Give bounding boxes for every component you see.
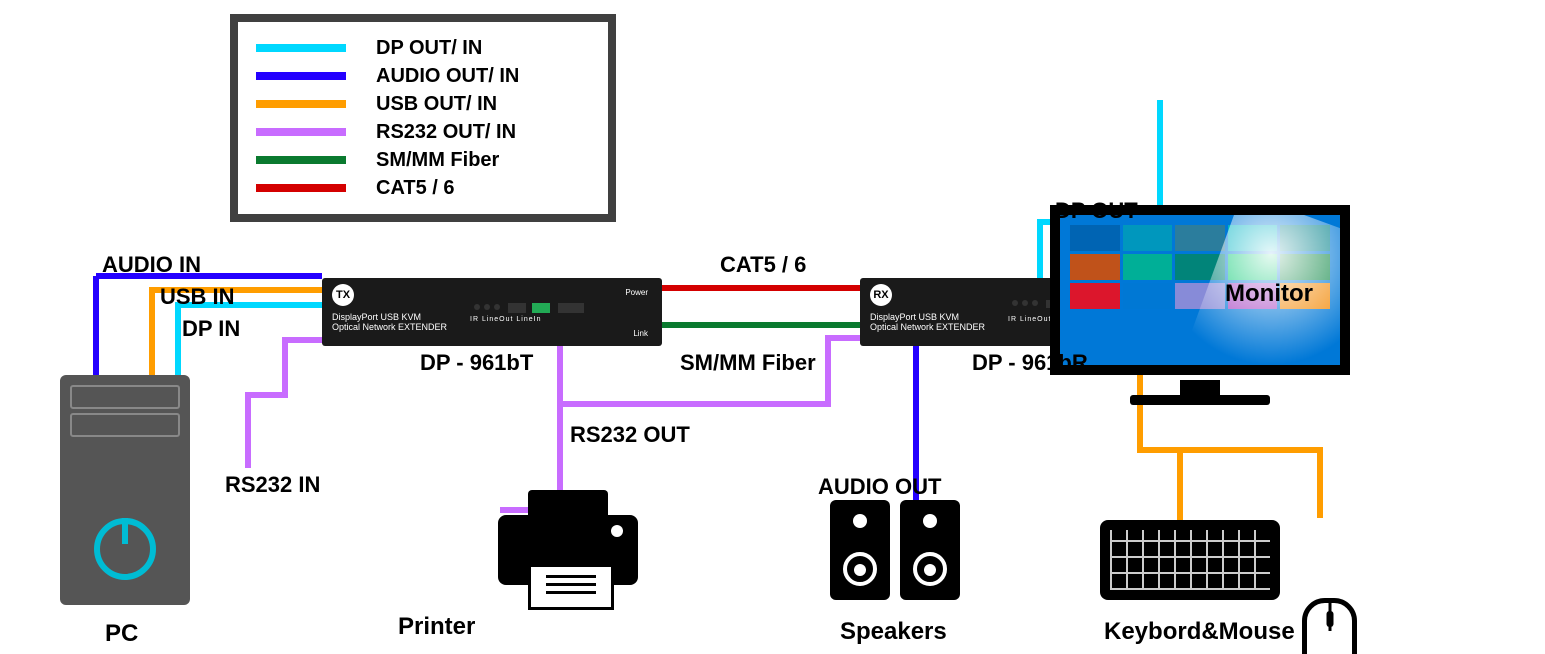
label-fiber: SM/MM Fiber	[680, 350, 816, 376]
legend-row-usb: USB OUT/ IN	[256, 90, 590, 118]
label-rs232_out: RS232 OUT	[570, 422, 690, 448]
legend-row-fiber: SM/MM Fiber	[256, 146, 590, 174]
label-cat: CAT5 / 6	[720, 252, 806, 278]
rx-title2: Optical Network EXTENDER	[870, 322, 985, 332]
monitor-tile	[1070, 254, 1120, 280]
device-tx: TX DisplayPort USB KVM Optical Network E…	[322, 278, 662, 346]
legend-swatch	[256, 128, 346, 136]
legend-swatch	[256, 72, 346, 80]
monitor-tile	[1123, 225, 1173, 251]
label-kbm: Keybord&Mouse	[1104, 618, 1295, 646]
wire	[248, 340, 322, 468]
monitor-tile	[1175, 225, 1225, 251]
monitor-tile	[1070, 283, 1120, 309]
legend: DP OUT/ IN AUDIO OUT/ IN USB OUT/ IN RS232 …	[230, 14, 616, 222]
legend-label: RS232 OUT/ IN	[376, 121, 516, 144]
printer-icon	[498, 490, 638, 610]
speakers-icon	[830, 500, 960, 600]
label-audio_out: AUDIO OUT	[818, 474, 941, 500]
tx-title1: DisplayPort USB KVM	[332, 312, 421, 322]
legend-label: SM/MM Fiber	[376, 149, 499, 172]
label-usb_in: USB IN	[160, 284, 235, 310]
legend-label: USB OUT/ IN	[376, 93, 497, 116]
label-dp_out: DP OUT	[1055, 198, 1138, 224]
monitor-tile	[1123, 283, 1173, 309]
legend-swatch	[256, 156, 346, 164]
label-monitor: Monitor	[1225, 280, 1313, 308]
monitor-tile	[1123, 254, 1173, 280]
rx-title1: DisplayPort USB KVM	[870, 312, 959, 322]
label-rs232_in: RS232 IN	[225, 472, 320, 498]
label-pc: PC	[105, 620, 138, 648]
legend-label: DP OUT/ IN	[376, 37, 482, 60]
label-tx_model: DP - 961bT	[420, 350, 533, 376]
legend-swatch	[256, 44, 346, 52]
legend-row-rs232: RS232 OUT/ IN	[256, 118, 590, 146]
legend-label: CAT5 / 6	[376, 177, 455, 200]
legend-row-audio: AUDIO OUT/ IN	[256, 62, 590, 90]
label-rx_model: DP - 961bR	[972, 350, 1088, 376]
label-dp_in: DP IN	[182, 316, 240, 342]
tx-badge: TX	[332, 284, 354, 306]
wire	[1180, 450, 1320, 518]
label-speakers: Speakers	[840, 618, 947, 646]
legend-label: AUDIO OUT/ IN	[376, 65, 519, 88]
monitor-tile	[1070, 225, 1120, 251]
keyboard-icon	[1100, 520, 1280, 600]
tx-title2: Optical Network EXTENDER	[332, 322, 447, 332]
legend-row-cat: CAT5 / 6	[256, 174, 590, 202]
legend-swatch	[256, 184, 346, 192]
pc-icon	[60, 375, 190, 605]
legend-swatch	[256, 100, 346, 108]
rx-badge: RX	[870, 284, 892, 306]
mouse-icon	[1302, 598, 1357, 654]
label-printer: Printer	[398, 613, 475, 641]
legend-row-dp: DP OUT/ IN	[256, 34, 590, 62]
label-audio_in: AUDIO IN	[102, 252, 201, 278]
